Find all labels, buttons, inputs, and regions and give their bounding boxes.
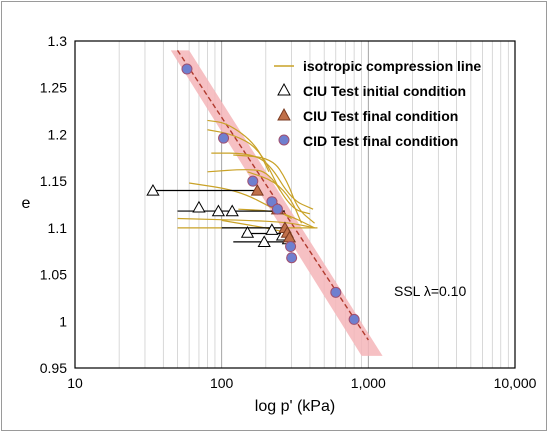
legend-ciu-initial-label: CIU Test initial condition [303,83,466,99]
legend-ciu-final-label: CIU Test final condition [303,108,458,124]
x-axis-label: log p' (kPa) [255,398,335,415]
x-tick-label: 10,000 [494,375,537,391]
y-tick-label: 1.2 [48,126,68,142]
data-marks [146,63,360,325]
legend-ciu-initial-swatch [277,82,291,96]
cid-final-point [271,203,283,215]
legend-ciu-final-swatch [277,107,291,121]
icl-curve [207,129,281,191]
ciu-final-point [250,183,264,196]
y-tick-label: 1.1 [48,220,68,236]
cid-final-point [181,63,193,75]
legend-cid-final-swatch [278,134,290,146]
y-axis-label: e [22,195,31,212]
cid-final-point [330,286,342,298]
y-tick-label: 1 [59,313,67,329]
cid-final-point [348,313,360,325]
x-tick-label: 1,000 [351,375,386,391]
cid-final-point [218,132,230,144]
ciu-initial-point [225,204,239,217]
icl-curve [233,154,315,224]
legend: isotropic compression line CIU Test init… [274,58,481,149]
ssl-annotation: SSL λ=0.10 [394,283,466,299]
x-tick-label: 10 [67,375,83,391]
y-tick-label: 0.95 [40,360,67,376]
ciu-initial-point [257,235,271,248]
ciu-initial-point [240,226,255,238]
icl-curves [177,119,318,235]
y-tick-label: 1.25 [40,80,67,96]
ciu-initial-point [192,200,206,213]
legend-cid-final-label: CID Test final condition [303,133,458,149]
cid-final-point [285,241,297,253]
legend-icl-label: isotropic compression line [303,58,481,74]
ciu-initial-point [211,204,226,217]
plot-border [74,40,516,369]
plot-area [75,41,515,368]
x-tick-label: 100 [210,375,234,391]
ciu-initial-point [265,223,279,235]
icl-curve [247,171,303,224]
icl-curve [177,217,315,229]
icl-curve [207,169,311,215]
icl-curve [207,119,270,173]
tick-labels: 10 100 1,000 10,000 0.95 1 1.05 1.1 1.15 1.2 1.25 1… [40,33,537,391]
ciu-initial-point [146,183,160,196]
cid-final-point [286,252,298,264]
y-tick-label: 1.3 [48,33,68,49]
cid-final-point [247,175,259,187]
y-tick-label: 1.15 [40,173,67,189]
icl-curve [211,152,314,210]
y-tick-label: 1.05 [40,267,67,283]
cid-final-point [266,196,278,208]
